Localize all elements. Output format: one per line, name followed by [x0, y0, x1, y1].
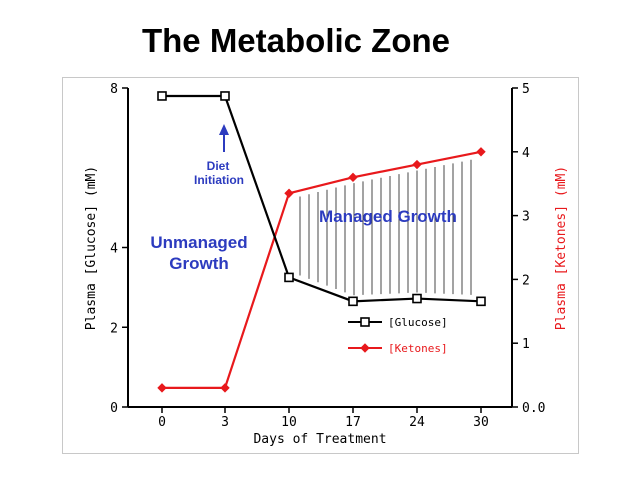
right-tick-label: 4 [522, 146, 530, 161]
diet-initiation-annotation: Diet Initiation [194, 124, 244, 187]
x-tick-label: 30 [473, 415, 489, 430]
unmanaged-growth-line1: Unmanaged [150, 233, 247, 252]
left-axis-label: Plasma [Glucose] (mM) [84, 166, 99, 330]
right-tick-label: 1 [522, 337, 530, 352]
left-tick-label: 2 [110, 321, 118, 336]
unmanaged-growth-line2: Growth [169, 254, 229, 273]
left-tick-label: 4 [110, 242, 118, 257]
x-tick-label: 3 [221, 415, 229, 430]
left-axis-ticks: 0 2 4 8 [110, 82, 128, 416]
ketones-point [220, 383, 230, 393]
glucose-point [157, 91, 167, 101]
glucose-point [220, 91, 230, 101]
right-axis-label: Plasma [Ketones] (mM) [554, 166, 569, 330]
right-tick-label: 2 [522, 273, 530, 288]
x-tick-label: 0 [158, 415, 166, 430]
ketones-point [412, 159, 422, 170]
managed-growth-label: Managed Growth [319, 207, 457, 226]
right-axis-ticks: 0.0 1 2 3 4 5 [512, 82, 545, 416]
left-tick-label: 0 [110, 401, 118, 416]
legend-glucose-marker [360, 317, 370, 327]
diet-arrow-head [219, 124, 229, 135]
initiation-label: Initiation [194, 173, 244, 187]
ketones-point [157, 383, 167, 393]
left-tick-label: 8 [110, 82, 118, 97]
x-tick-label: 24 [409, 415, 425, 430]
x-tick-label: 10 [281, 415, 297, 430]
glucose-series [157, 91, 486, 307]
diet-label: Diet [207, 159, 230, 173]
right-tick-label: 0.0 [522, 401, 545, 416]
page-title: The Metabolic Zone [141, 22, 451, 59]
ketones-point [284, 188, 294, 198]
x-axis-ticks: 0 3 10 17 24 30 [158, 407, 489, 430]
right-tick-label: 3 [522, 210, 530, 225]
ketones-point [476, 147, 486, 157]
managed-growth-hatch [299, 159, 472, 296]
ketones-line [162, 150, 482, 389]
x-tick-label: 17 [345, 415, 361, 430]
glucose-point [412, 293, 422, 304]
right-tick-label: 5 [522, 82, 530, 97]
legend-ketones-label: [Ketones] [388, 342, 448, 355]
ketones-point [348, 172, 358, 183]
glucose-point [348, 296, 358, 307]
x-axis-label: Days of Treatment [253, 432, 386, 447]
ketones-series [157, 147, 486, 393]
glucose-point [284, 272, 294, 283]
legend-glucose-label: [Glucose] [388, 316, 448, 329]
glucose-point [476, 296, 486, 307]
glucose-line [162, 94, 482, 303]
chart-panel [62, 77, 579, 454]
legend: [Glucose] [Ketones] [348, 316, 448, 355]
legend-ketones-marker [360, 343, 370, 353]
